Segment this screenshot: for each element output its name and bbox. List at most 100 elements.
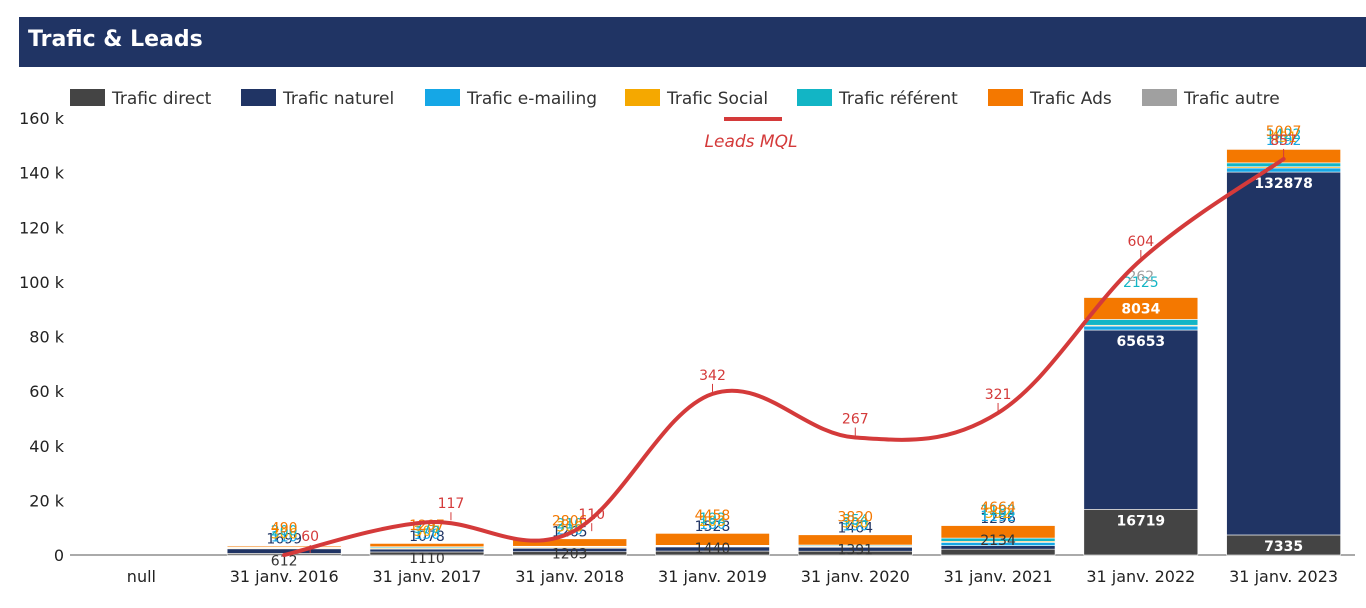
data-label: 1078	[409, 529, 445, 545]
legend-label: Leads MQL	[705, 132, 798, 152]
x-tick-label: 31 janv. 2019	[658, 567, 767, 586]
data-label: 7335	[1264, 539, 1303, 555]
data-label: 306	[271, 526, 298, 542]
x-tick-label: 31 janv. 2023	[1229, 567, 1338, 586]
data-label: 1699	[266, 531, 302, 547]
data-label: 1192	[980, 509, 1016, 525]
line-data-label: 321	[985, 387, 1012, 403]
data-label: 65653	[1116, 334, 1165, 350]
legend-swatch	[797, 89, 832, 106]
data-label: 150	[414, 527, 441, 543]
x-tick-label: 31 janv. 2016	[230, 567, 339, 586]
data-label: 262	[1127, 269, 1154, 285]
legend-swatch	[241, 89, 276, 106]
chart-title: Trafic & Leads	[28, 27, 203, 52]
data-label: 16719	[1116, 513, 1165, 529]
data-label: 354	[842, 512, 869, 528]
data-label: 1440	[695, 541, 731, 557]
data-label: 1422	[1266, 127, 1302, 143]
data-label: 4458	[695, 508, 731, 524]
data-label: 1203	[552, 546, 588, 562]
bar-segment	[1083, 329, 1199, 510]
bar-segment	[1083, 509, 1199, 556]
x-tick-label: 31 janv. 2020	[801, 567, 910, 586]
data-label: 1296	[980, 511, 1016, 527]
data-label: 376	[414, 521, 441, 537]
legend-swatch	[988, 89, 1023, 106]
data-label: 3820	[837, 509, 873, 525]
line-data-label: 60	[301, 529, 319, 545]
chart-header: Trafic & Leads	[19, 17, 1366, 67]
bar-segment	[1226, 171, 1341, 536]
data-label: 2125	[1123, 275, 1159, 291]
x-tick-label: 31 janv. 2017	[372, 567, 481, 586]
legend-item: Trafic naturel	[241, 89, 394, 109]
data-label: 4664	[980, 500, 1016, 516]
legend-swatch	[625, 89, 660, 106]
data-label: 180	[699, 517, 726, 533]
legend-item: Trafic e-mailing	[425, 89, 597, 109]
data-label: 300	[842, 515, 869, 531]
y-tick-label: 20 k	[29, 491, 64, 510]
data-label: 1528	[695, 519, 731, 535]
legend-label: Trafic Ads	[1029, 89, 1112, 109]
legend-item: Trafic autre	[1142, 89, 1280, 109]
data-label: 1492	[1266, 133, 1302, 149]
y-tick-label: 140 k	[19, 164, 65, 183]
y-tick-label: 60 k	[29, 382, 64, 401]
legend-label: Trafic e-mailing	[466, 89, 597, 109]
legend-label: Trafic référent	[838, 89, 958, 109]
bar-segment	[1226, 162, 1341, 168]
y-tick-label: 0	[54, 546, 64, 565]
line-data-label: 342	[699, 368, 726, 384]
legend-item: Trafic Social	[625, 89, 768, 109]
data-label: 8034	[1121, 301, 1160, 317]
x-tick-label: 31 janv. 2018	[515, 567, 624, 586]
line-data-label: 267	[842, 412, 869, 428]
legend-item: Trafic direct	[70, 89, 212, 109]
legend-label: Trafic naturel	[282, 89, 394, 109]
bar-segment	[797, 533, 913, 536]
bar-segment	[940, 524, 1056, 526]
data-label: 392	[985, 506, 1012, 522]
y-tick-label: 160 k	[19, 109, 65, 128]
data-label: 1464	[837, 520, 873, 536]
x-tick-label: 31 janv. 2021	[944, 567, 1053, 586]
legend-swatch	[425, 89, 460, 106]
data-label: 132878	[1254, 176, 1312, 192]
data-label: 2806	[552, 513, 588, 529]
bar-segment	[1083, 319, 1199, 326]
legend-swatch	[70, 89, 105, 106]
x-tick-label: null	[127, 567, 156, 586]
data-label: 150	[842, 518, 869, 534]
y-tick-label: 40 k	[29, 437, 64, 456]
data-label: 1110	[409, 551, 445, 567]
legend-item: Trafic référent	[797, 89, 958, 109]
data-label: 612	[271, 553, 298, 569]
legend-label: Trafic autre	[1183, 89, 1280, 109]
y-tick-label: 80 k	[29, 328, 64, 347]
data-label: 2134	[980, 533, 1016, 549]
legend-swatch	[1142, 89, 1177, 106]
y-tick-label: 120 k	[19, 218, 65, 237]
data-label: 1182	[980, 503, 1016, 519]
bar-segment	[1226, 167, 1341, 173]
leads-line	[282, 156, 1286, 557]
legend-item: Trafic Ads	[988, 89, 1112, 109]
data-label: 5007	[1266, 124, 1302, 140]
bar-segment	[940, 548, 1056, 556]
data-label: 192	[699, 511, 726, 527]
legend-label: Trafic direct	[111, 89, 212, 109]
bar-segment	[226, 545, 342, 547]
legend-label: Trafic Social	[666, 89, 768, 109]
data-label: 451	[1270, 130, 1297, 146]
line-data-label: 604	[1127, 234, 1154, 250]
legend-item: Leads MQL	[705, 117, 798, 152]
line-data-label: 857	[1270, 133, 1297, 149]
data-label: 200	[271, 523, 298, 539]
data-label: 307	[414, 524, 441, 540]
x-tick-label: 31 janv. 2022	[1086, 567, 1195, 586]
line-data-label: 110	[578, 507, 605, 523]
bar-segment	[655, 532, 770, 534]
